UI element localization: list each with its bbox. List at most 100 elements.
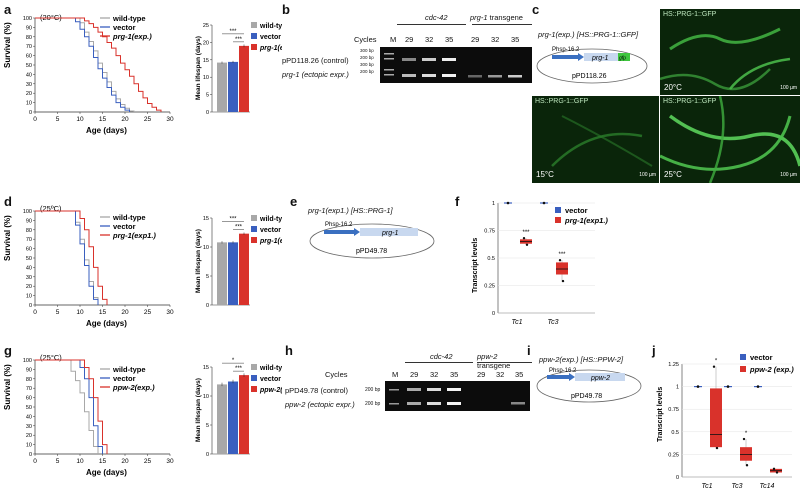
bar-y-axis-label: Mean lifespan (days) (195, 378, 202, 442)
construct-text-c: prg-1(exp.) [HS::PRG-1::GFP] (538, 30, 639, 39)
y-axis-label: Survival (%) (3, 22, 12, 68)
cycle-32: 32 (425, 35, 434, 44)
y-tick-label: 80 (26, 35, 32, 41)
category-label-1: Tc3 (731, 483, 742, 490)
bar-y-tick-label: 10 (203, 75, 209, 81)
sig-marker-0: * (232, 358, 235, 364)
point-min-2 (775, 471, 779, 474)
row-ectopic: prg-1 (ectopic expr.) (282, 70, 349, 79)
construct-label-e: prg-1(exp1.) [HS::PRG-1] (308, 206, 393, 215)
box-1 (556, 262, 568, 275)
legend-exp: prg-1(exp1.) (112, 231, 156, 240)
gene-box (360, 228, 418, 236)
plasmid-diagram-c: Phsp-16.2 prg-1 gfp pPD118.26 (536, 47, 648, 84)
box-0 (710, 388, 722, 448)
promoter-arrow (324, 230, 354, 234)
gene-label: prg-1 (381, 230, 398, 237)
bar-legend-swatch-1 (251, 33, 257, 39)
y-tick-label: 0 (29, 110, 32, 116)
legend-vector: vector (565, 206, 588, 215)
x-tick-label: 0 (33, 458, 37, 465)
legend-wild-type: wild-type (112, 365, 146, 374)
y-tick-label: 30 (26, 82, 32, 88)
x-tick-label: 5 (56, 458, 60, 465)
legend-vector: vector (750, 353, 773, 362)
sig-marker-0: *** (229, 217, 237, 223)
bar-legend-swatch-0 (251, 215, 257, 221)
y-tick-label: 0.25 (668, 452, 679, 458)
bar-y-tick-label: 0 (206, 110, 209, 116)
group-line-transgene (472, 24, 532, 25)
panel-e: prg-1(exp1.) [HS::PRG-1] Phsp-16.2 prg-1… (290, 193, 450, 273)
y-tick-label: 60 (26, 247, 32, 253)
sig-marker-1: *** (235, 225, 243, 231)
ladder-300-2: 300 bp (360, 62, 374, 67)
group-label-transgene: ppw-2 transgene (477, 352, 511, 370)
y-tick-label: 50 (26, 405, 32, 411)
gfp-box (618, 53, 630, 61)
point-max-0 (522, 237, 526, 240)
sig-marker-1: *** (235, 366, 243, 372)
cycles-label: Cycles (354, 35, 377, 44)
x-tick-label: 15 (99, 458, 107, 465)
x-tick-label: 30 (166, 458, 174, 465)
y-tick-label: 20 (26, 91, 32, 97)
bar-legend-label-2: prg-1(exp1.) (259, 238, 282, 245)
panel-letter-d: d (4, 194, 12, 209)
y-tick-label: 20 (26, 433, 32, 439)
sig-marker-0: *** (522, 230, 530, 236)
box-chart-j: Transcript levels 0 0.25 0.5 0.75 1 1.25 * Tc1 *… (657, 353, 794, 490)
row-control: pPD49.78 (control) (285, 386, 348, 395)
bar-y-tick-label: 5 (206, 274, 209, 280)
plasmid-label: pPD49.78 (356, 248, 387, 255)
x-tick-label: 25 (144, 458, 152, 465)
x-axis-label: Age (days) (86, 319, 127, 328)
survival-curve-1 (35, 17, 130, 112)
bar-legend: wild-type vector ppw-2(exp.) (251, 364, 300, 394)
temp-label: (25°C) (40, 353, 62, 362)
bar-y-axis-label: Mean lifespan (days) (195, 36, 202, 100)
panel-a: (20°C) Survival (%) Age (days) 0 10 20 30 40… (0, 0, 297, 140)
group-line-transgene (477, 362, 532, 363)
micrograph-caption-25c: HS::PRG-1::GFP (663, 98, 717, 105)
bar-legend-swatch-0 (251, 22, 257, 28)
promoter-arrowhead (578, 53, 584, 61)
y-tick-label: 10 (26, 101, 32, 107)
gene-label: prg-1 (591, 55, 608, 62)
y-tick-label: 90 (26, 25, 32, 31)
legend-swatch-exp (555, 217, 561, 223)
construct-label-i: ppw-2(exp.) [HS::PPW-2] (539, 355, 624, 364)
bar-legend-label-0: wild-type (259, 23, 282, 30)
point-min-0 (715, 446, 719, 450)
y-tick-label: 50 (26, 63, 32, 69)
bar-legend-swatch-0 (251, 364, 257, 370)
point-min-1 (745, 464, 749, 467)
legend-wild-type: wild-type (112, 14, 146, 23)
temp-label: (25ºC) (40, 204, 62, 213)
y-tick-label: 0.25 (484, 284, 495, 290)
bar-1 (228, 242, 238, 305)
bar-1 (228, 61, 238, 112)
y-axis-label: Transcript levels (472, 238, 479, 293)
sig-marker-0: * (715, 359, 718, 365)
micrograph-25c: HS::PRG-1::GFP 25°C 100 µm (660, 96, 800, 183)
micrograph-temp-15c: 15°C (536, 170, 554, 179)
x-tick-label: 15 (99, 309, 107, 316)
cycle-35: 35 (445, 35, 454, 44)
y-tick-label: 40 (26, 72, 32, 78)
cycles-label: Cycles (325, 370, 348, 379)
panel-letter-h: h (285, 343, 293, 358)
bar-y-tick-label: 0 (206, 452, 209, 458)
box-1 (740, 447, 752, 461)
legend-exp: ppw-2(exp.) (112, 383, 155, 392)
legend-swatch-vector (740, 354, 746, 360)
survival-chart-g: (25°C) Survival (%) Age (days) 0 10 20 30 40… (3, 353, 300, 477)
legend-swatch-exp (740, 366, 746, 372)
gel-image-b (380, 47, 532, 83)
promoter-label: Phsp-16.2 (549, 368, 577, 374)
bar-legend-label-2: prg-1(exp.) (259, 45, 282, 52)
cycle-32-tg: 32 (491, 35, 500, 44)
panel-i: ppw-2(exp.) [HS::PPW-2] Phsp-16.2 ppw-2 … (527, 342, 652, 422)
bar-legend: wild-type vector prg-1(exp1.) (251, 215, 301, 245)
promoter-arrow (552, 55, 578, 59)
